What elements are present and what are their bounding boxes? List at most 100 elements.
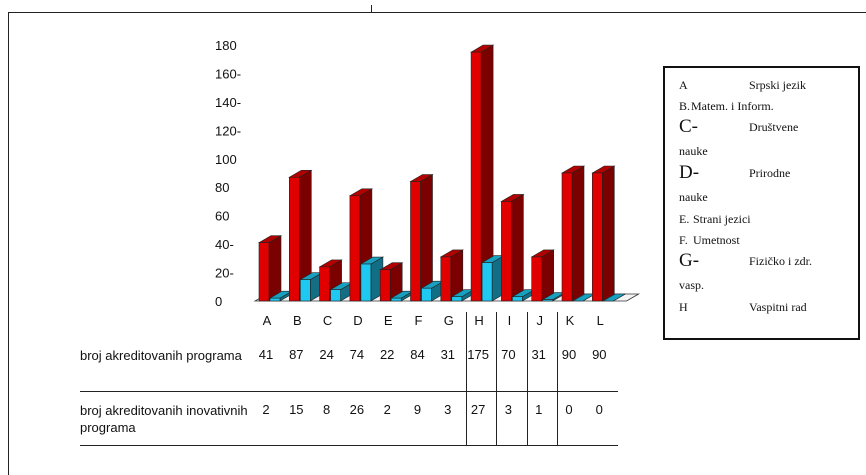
table-cell-programs: 24 [319, 347, 334, 362]
bar-programs-side [571, 165, 585, 302]
legend-key: D- [679, 162, 700, 183]
bar-programs [500, 193, 525, 302]
table-divider-top [80, 391, 618, 392]
bar-programs [560, 165, 586, 302]
legend-item: G- Fizičko i zdr. vasp. [679, 250, 852, 298]
table-cell-programs: 74 [349, 347, 365, 362]
x-tick-label: D [353, 313, 362, 328]
table-cell-innovative: 15 [289, 402, 304, 417]
legend-key: H [679, 300, 688, 314]
bar-innovative [359, 256, 385, 302]
bar-programs-front [591, 172, 603, 302]
legend-key: C- [679, 116, 698, 137]
legend-item: A Srpski jezik [679, 76, 852, 97]
bar-innovative-front [269, 297, 281, 302]
table-cell-innovative: 27 [470, 402, 486, 417]
bar-programs [591, 165, 616, 302]
legend-key: F. [679, 233, 688, 247]
legend-label: Strani jezici [693, 212, 751, 226]
bar-innovative-front [299, 279, 311, 302]
legend-label-continuation: nauke [679, 190, 708, 204]
legend-item: E. Strani jezici [679, 210, 852, 231]
bar-innovative-front [421, 287, 432, 302]
bar-programs [439, 249, 464, 302]
table-cell-programs: 31 [531, 347, 546, 362]
bar-programs-side [511, 193, 524, 302]
x-tick-label: G [444, 313, 454, 328]
bar-innovative-front [451, 296, 463, 302]
table-divider-bottom [80, 445, 618, 446]
table-cell-innovative: 9 [413, 402, 422, 417]
table-cell-innovative: 3 [444, 402, 452, 417]
y-tick-label: 20- [215, 266, 234, 281]
bar-programs-front [501, 201, 512, 302]
legend-label-continuation: vasp. [679, 278, 704, 292]
x-tick-label: H [474, 313, 483, 328]
bar-programs-front [531, 256, 543, 302]
bar-innovative-front [360, 263, 372, 302]
table-cell-programs: 90 [592, 347, 607, 362]
table-cell-programs: 41 [258, 347, 274, 362]
table-cell-programs: 70 [501, 347, 516, 362]
bar-programs-side [268, 235, 282, 302]
table-vline [557, 312, 558, 445]
legend-item: B. Matem. i Inform. [679, 97, 852, 118]
bar-innovative-front [330, 289, 341, 302]
legend-item: D- Prirodne nauke [679, 162, 852, 210]
bar-programs-front [470, 51, 482, 302]
table-vline [527, 312, 528, 445]
legend-label: Matem. i Inform. [691, 99, 774, 113]
legend-item: C- Društvene nauke [679, 116, 852, 164]
table-cell-programs: 31 [440, 347, 456, 362]
table-cell-innovative: 0 [595, 402, 603, 417]
table-vline [466, 312, 467, 445]
x-tick-label: B [293, 313, 302, 328]
bar-programs-side [541, 249, 555, 302]
y-tick-label: 40- [215, 237, 234, 252]
bar-innovative [602, 293, 627, 302]
bar-innovative-front [512, 296, 523, 302]
x-tick-label: C [323, 313, 332, 328]
table-cell-innovative: 2 [262, 402, 270, 417]
bar-programs [530, 249, 555, 302]
bar-programs-front [258, 242, 270, 302]
legend: A Srpski jezik B. Matem. i Inform. C- Društve… [663, 66, 860, 340]
x-tick-label: K [566, 313, 575, 328]
y-tick-label: 140- [215, 95, 241, 110]
bar-programs-front [349, 195, 361, 302]
y-axis: 0 20- 40- 60 80 100 120- 140- 160- 180 [215, 38, 241, 309]
bar-programs-front [288, 176, 300, 302]
x-tick-label: J [536, 313, 543, 328]
bar-programs [288, 169, 313, 302]
x-axis-labels: A B C D E F G H I J K L [263, 313, 604, 328]
y-tick-label: 120- [215, 123, 241, 138]
bar-innovative-front [481, 262, 493, 302]
y-tick-label: 180 [215, 38, 237, 53]
legend-label: Fizičko i zdr. [749, 254, 812, 268]
bar-programs-front [379, 269, 391, 302]
bar-innovative-front [390, 297, 402, 302]
bar-programs [409, 174, 434, 302]
bar-programs-front [561, 172, 573, 302]
x-tick-label: F [415, 313, 423, 328]
x-tick-label: L [597, 313, 604, 328]
legend-label: Društvene [749, 120, 799, 134]
y-tick-label: 100 [215, 152, 237, 167]
x-tick-label: A [263, 313, 272, 328]
x-tick-label: I [508, 313, 512, 328]
legend-key: G- [679, 250, 700, 271]
legend-label: Vaspitni rad [749, 300, 807, 314]
y-tick-label: 60 [215, 209, 229, 224]
table-cell-programs: 22 [379, 347, 395, 362]
table-cell-innovative: 0 [565, 402, 573, 417]
legend-label: Srpski jezik [749, 78, 806, 92]
row-label-innovative-programs: broj akreditovanih inovativnih programa [80, 403, 248, 435]
y-tick-label: 80 [215, 180, 229, 195]
bar-programs-front [410, 181, 421, 302]
legend-label-continuation: nauke [679, 144, 708, 158]
legend-label: Prirodne [749, 166, 791, 180]
legend-label: Umetnost [693, 233, 740, 247]
bar-innovative-front [542, 299, 554, 302]
table-vline [496, 312, 497, 445]
legend-key: B. [679, 99, 691, 113]
